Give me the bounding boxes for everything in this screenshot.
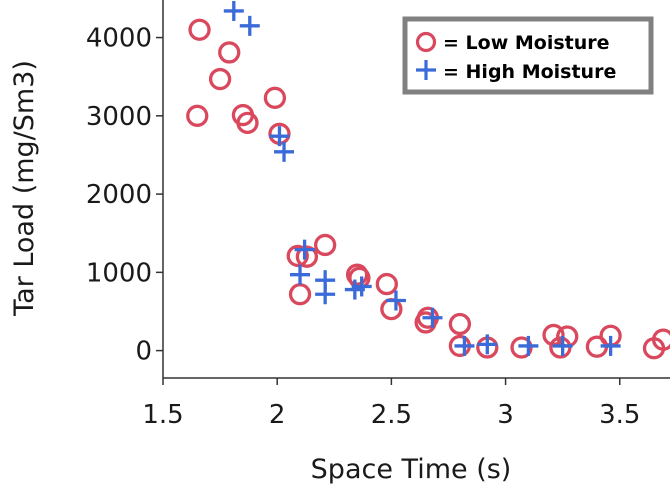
legend-label-low-moisture: = Low Moisture	[443, 32, 610, 54]
high-moisture-point	[351, 276, 372, 297]
x-tick-label: 2.5	[371, 400, 412, 430]
low-moisture-point	[448, 312, 472, 336]
low-moisture-point	[263, 86, 287, 109]
x-axis-title: Space Time (s)	[311, 454, 512, 485]
low-moisture-point	[345, 263, 369, 286]
data-markers	[186, 0, 670, 360]
x-tick-label: 1.5	[142, 400, 183, 430]
high-moisture-point	[269, 126, 290, 147]
high-moisture-point	[290, 264, 311, 285]
legend-circle-marker	[415, 31, 437, 53]
high-moisture-point	[600, 335, 621, 356]
high-moisture-point	[477, 334, 498, 355]
low-moisture-point	[295, 245, 319, 268]
legend-plus-marker	[416, 60, 436, 80]
y-tick-label: 1000	[86, 258, 152, 288]
low-moisture-point	[380, 297, 403, 321]
high-moisture-point	[239, 15, 260, 36]
y-tick-label: 4000	[86, 24, 152, 54]
high-moisture-point	[223, 0, 244, 21]
low-moisture-point	[286, 244, 309, 268]
high-moisture-point	[385, 290, 406, 311]
low-moisture-point	[218, 41, 241, 64]
low-moisture-point	[313, 233, 337, 257]
high-moisture-point	[274, 141, 295, 162]
low-moisture-point	[236, 111, 259, 135]
low-moisture-point	[186, 104, 209, 127]
low-moisture-point	[208, 67, 232, 91]
y-tick-label: 2000	[86, 180, 152, 210]
low-moisture-point	[652, 328, 670, 351]
high-moisture-point	[294, 239, 315, 260]
high-moisture-point	[518, 335, 539, 356]
x-tick-label: 3.5	[599, 400, 640, 430]
high-moisture-point	[315, 284, 336, 305]
low-moisture-point	[188, 18, 211, 41]
legend-label-high-moisture: = High Moisture	[443, 61, 616, 83]
low-moisture-point	[288, 283, 312, 306]
x-tick-label: 2	[269, 400, 286, 430]
high-moisture-point	[422, 307, 443, 328]
legend-box	[402, 16, 654, 95]
y-tick-label: 0	[135, 337, 152, 367]
low-moisture-point	[375, 272, 398, 296]
x-tick-label: 3	[497, 400, 514, 430]
y-tick-label: 3000	[86, 102, 152, 132]
y-axis-title: Tar Load (mg/Sm3)	[9, 60, 40, 317]
y-axis-ticks: 0 1000 2000 3000 4000	[86, 24, 163, 367]
high-moisture-point	[552, 335, 573, 356]
legend: = Low Moisture = High Moisture	[402, 16, 654, 95]
high-moisture-point	[454, 335, 475, 356]
x-axis-ticks: 1.5 2 2.5 3 3.5	[142, 378, 640, 430]
